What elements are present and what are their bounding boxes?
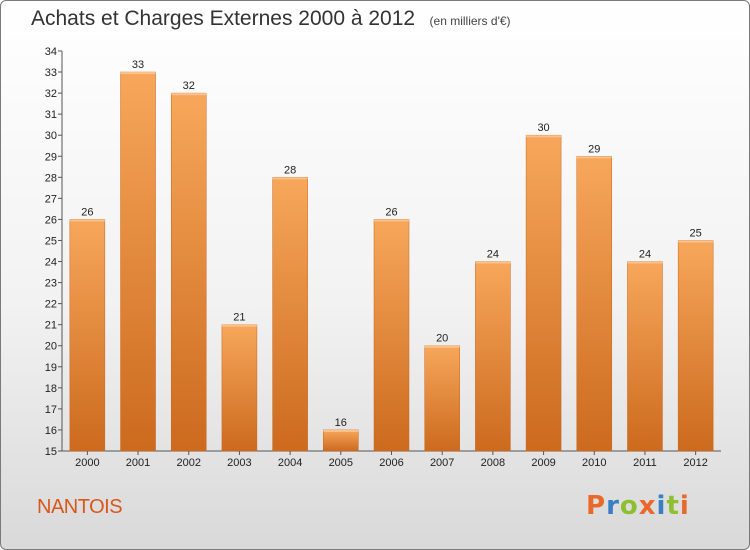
bar-highlight xyxy=(374,219,409,222)
value-label-2009: 30 xyxy=(537,122,549,134)
bar-2002 xyxy=(170,92,207,452)
y-tick-label: 26 xyxy=(45,214,57,226)
logo-letter: i xyxy=(656,491,667,521)
y-tick-label: 30 xyxy=(45,130,57,142)
bar-2005 xyxy=(323,429,359,452)
logo-letter: t xyxy=(666,491,680,521)
x-tick-label-2003: 2003 xyxy=(227,457,251,469)
y-tick-label: 17 xyxy=(45,404,57,416)
bar-2010 xyxy=(576,156,613,452)
y-tick-label: 34 xyxy=(45,46,57,58)
bar-2006 xyxy=(373,219,410,452)
x-tick-label-2009: 2009 xyxy=(531,457,555,469)
x-tick-label-2002: 2002 xyxy=(176,457,200,469)
x-tick-label-2007: 2007 xyxy=(430,457,454,469)
bar-2009 xyxy=(525,134,562,452)
bar-2011 xyxy=(627,261,663,452)
value-label-2007: 20 xyxy=(436,333,448,345)
logo-letter: o xyxy=(619,491,639,521)
y-tick-label: 19 xyxy=(45,362,57,374)
value-label-2010: 29 xyxy=(588,143,600,155)
y-tick-label: 27 xyxy=(45,193,57,205)
value-label-2005: 16 xyxy=(335,417,347,429)
chart-unit: (en milliers d'€) xyxy=(429,14,511,28)
value-label-2002: 32 xyxy=(183,80,195,92)
title-row: Achats et Charges Externes 2000 à 2012 (… xyxy=(31,7,511,31)
x-tick-label-2008: 2008 xyxy=(481,457,505,469)
bar-highlight xyxy=(678,240,714,243)
bar-highlight xyxy=(475,261,511,264)
bar-2000 xyxy=(69,219,106,452)
bar-highlight xyxy=(221,324,257,327)
logo-letter: x xyxy=(638,491,657,521)
data-labels: 26 33 32 21 28 16 26 20 24 30 29 24 25 xyxy=(81,59,702,429)
bar-highlight xyxy=(69,219,105,222)
bar-highlight xyxy=(526,135,562,138)
proxiti-logo[interactable]: Proxiti xyxy=(586,491,690,521)
bar-highlight xyxy=(120,72,156,75)
bar-2001 xyxy=(120,71,156,452)
x-tick-label-2010: 2010 xyxy=(582,457,606,469)
value-label-2004: 28 xyxy=(284,164,296,176)
bar-highlight xyxy=(272,177,308,180)
bar-2004 xyxy=(272,177,308,452)
value-label-2006: 26 xyxy=(385,206,397,218)
value-label-2000: 26 xyxy=(81,206,93,218)
logo-letter: i xyxy=(679,491,690,521)
bar-highlight xyxy=(171,93,207,96)
logo-letter: r xyxy=(606,491,620,521)
bar-2012 xyxy=(677,240,714,452)
value-label-2001: 33 xyxy=(132,59,144,71)
x-tick-label-2006: 2006 xyxy=(379,457,403,469)
bar-2008 xyxy=(475,261,511,452)
y-tick-label: 31 xyxy=(45,109,57,121)
y-tick-label: 21 xyxy=(45,320,57,332)
bar-2007 xyxy=(424,345,460,452)
x-tick-label-2005: 2005 xyxy=(329,457,353,469)
x-tick-label-2001: 2001 xyxy=(126,457,150,469)
y-tick-label: 28 xyxy=(45,172,57,184)
y-tick-label: 24 xyxy=(45,257,57,269)
y-tick-label: 22 xyxy=(45,299,57,311)
bar-2003 xyxy=(221,324,258,452)
bar-highlight xyxy=(424,345,460,348)
bars xyxy=(69,71,714,452)
x-tick-label-2012: 2012 xyxy=(683,457,707,469)
y-tick-label: 18 xyxy=(45,383,57,395)
value-label-2011: 24 xyxy=(639,249,651,261)
bar-highlight xyxy=(323,429,359,432)
commune-name: NANTOIS xyxy=(37,496,123,518)
y-tick-label: 15 xyxy=(45,446,57,458)
logo-letter: P xyxy=(586,491,607,521)
y-tick-label: 29 xyxy=(45,151,57,163)
y-tick-label: 23 xyxy=(45,278,57,290)
value-label-2012: 25 xyxy=(690,227,702,239)
x-tick-label-2011: 2011 xyxy=(633,457,657,469)
y-tick-label: 25 xyxy=(45,235,57,247)
value-label-2003: 21 xyxy=(233,312,245,324)
y-tick-label: 33 xyxy=(45,67,57,79)
x-tick-label-2000: 2000 xyxy=(75,457,99,469)
bar-highlight xyxy=(576,156,612,159)
y-tick-label: 20 xyxy=(45,341,57,353)
bar-highlight xyxy=(627,261,663,264)
y-tick-label: 32 xyxy=(45,88,57,100)
y-tick-label: 16 xyxy=(45,425,57,437)
chart-title: Achats et Charges Externes 2000 à 2012 xyxy=(31,7,416,30)
x-tick-label-2004: 2004 xyxy=(278,457,302,469)
value-label-2008: 24 xyxy=(487,249,499,261)
